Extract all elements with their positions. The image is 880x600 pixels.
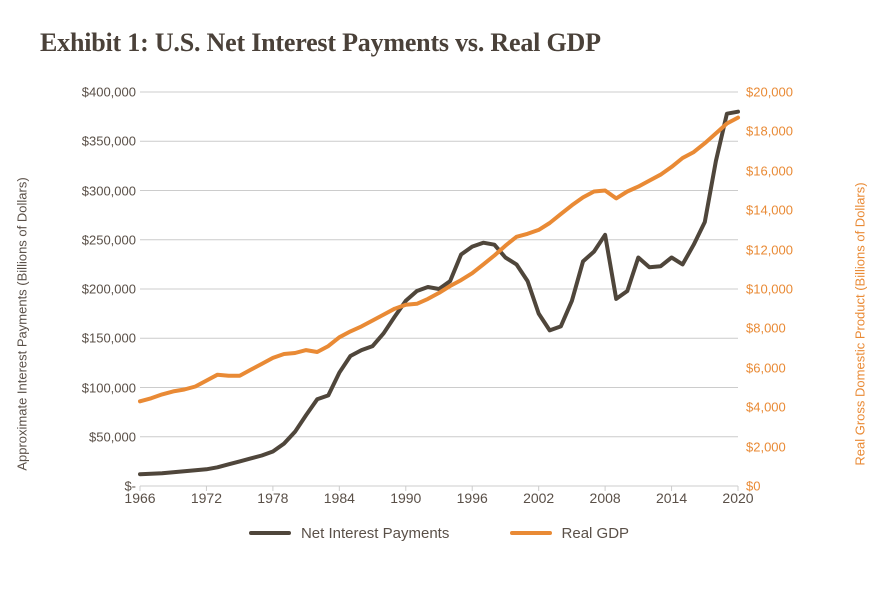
x-tick: 1984: [324, 490, 355, 506]
legend-label-gdp: Real GDP: [562, 525, 630, 542]
y-left-tick: $300,000: [34, 183, 136, 198]
x-tick: 2020: [722, 490, 753, 506]
y-right-axis-label: Real Gross Domestic Product (Billions of…: [853, 182, 868, 465]
y-right-tick: $8,000: [746, 321, 832, 336]
x-tick: 2014: [656, 490, 687, 506]
y-left-ticks: $-$50,000$100,000$150,000$200,000$250,00…: [34, 92, 136, 486]
y-left-tick: $100,000: [34, 380, 136, 395]
y-right-tick: $20,000: [746, 85, 832, 100]
y-right-tick: $6,000: [746, 360, 832, 375]
legend-swatch-gdp: [510, 531, 552, 535]
x-tick: 1990: [390, 490, 421, 506]
x-tick: 1966: [124, 490, 155, 506]
chart-area: Approximate Interest Payments (Billions …: [34, 84, 846, 564]
y-right-tick: $14,000: [746, 203, 832, 218]
legend-label-interest: Net Interest Payments: [301, 525, 449, 542]
y-left-tick: $400,000: [34, 85, 136, 100]
x-tick: 2002: [523, 490, 554, 506]
y-right-tick: $0: [746, 479, 832, 494]
y-right-tick: $2,000: [746, 439, 832, 454]
y-right-tick: $10,000: [746, 282, 832, 297]
legend-item-interest: Net Interest Payments: [249, 525, 449, 542]
y-left-tick: $50,000: [34, 429, 136, 444]
y-right-tick: $18,000: [746, 124, 832, 139]
legend-swatch-interest: [249, 531, 291, 535]
y-left-axis-label: Approximate Interest Payments (Billions …: [15, 177, 30, 470]
x-axis-ticks: 1966197219781984199019962002200820142020: [140, 490, 738, 510]
legend-item-gdp: Real GDP: [510, 525, 630, 542]
plot-area: [140, 92, 738, 486]
chart-title: Exhibit 1: U.S. Net Interest Payments vs…: [40, 28, 846, 58]
y-right-ticks: $0$2,000$4,000$6,000$8,000$10,000$12,000…: [746, 92, 832, 486]
y-right-tick: $4,000: [746, 400, 832, 415]
chart-svg: [140, 92, 738, 486]
y-left-tick: $150,000: [34, 331, 136, 346]
y-left-tick: $200,000: [34, 282, 136, 297]
y-left-tick: $250,000: [34, 232, 136, 247]
y-left-tick: $-: [34, 479, 136, 494]
x-tick: 2008: [590, 490, 621, 506]
y-right-tick: $12,000: [746, 242, 832, 257]
y-right-tick: $16,000: [746, 163, 832, 178]
x-tick: 1978: [257, 490, 288, 506]
x-tick: 1996: [457, 490, 488, 506]
y-left-tick: $350,000: [34, 134, 136, 149]
x-tick: 1972: [191, 490, 222, 506]
legend: Net Interest Payments Real GDP: [140, 522, 738, 542]
